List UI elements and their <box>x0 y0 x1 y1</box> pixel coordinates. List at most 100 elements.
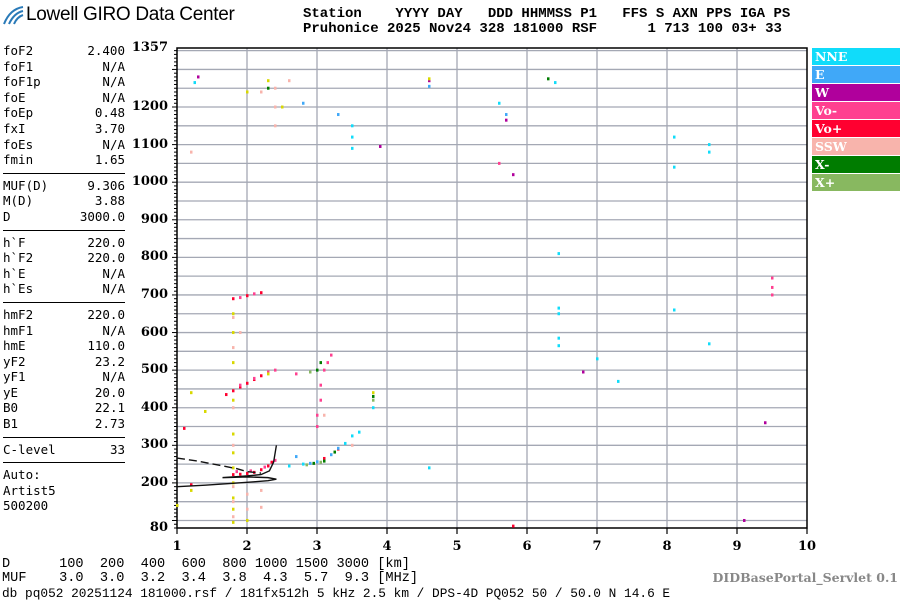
echo-point-x+ <box>305 463 308 467</box>
echo-point-e <box>330 453 333 457</box>
echo-point-ssw <box>232 500 235 504</box>
header-labels: Station YYYY DAY DDD HHMMSS P1 FFS S AXN… <box>303 6 791 22</box>
echo-point-nne <box>351 434 354 438</box>
param-row: foF2 2.400 <box>3 43 125 59</box>
param-row: hmE 110.0 <box>3 338 125 354</box>
echo-point-nne <box>557 336 560 340</box>
brand-name: Lowell GIRO Data Center <box>26 4 235 25</box>
echo-point-vo- <box>274 458 277 462</box>
y-tick-label: 80 <box>149 520 168 535</box>
param-value: N/A <box>102 58 125 74</box>
param-name: 500200 <box>3 498 49 514</box>
echo-point-vo+ <box>190 483 193 487</box>
echo-point-ssw <box>246 507 249 511</box>
echo-point-vo+ <box>239 385 242 389</box>
echo-point <box>232 520 235 524</box>
echo-point-w <box>512 173 515 177</box>
echo-point-vo+ <box>270 460 273 464</box>
param-name: hmE <box>3 338 26 354</box>
param-value: 9.306 <box>87 177 125 193</box>
legend-item-x+: X+ <box>812 174 900 191</box>
echo-point <box>246 518 249 522</box>
echo-point-vo- <box>253 292 256 296</box>
param-value: N/A <box>102 281 125 297</box>
echo-point-vo+ <box>239 472 242 476</box>
echo-point-nne <box>673 165 676 169</box>
echo-point-vo- <box>498 161 501 165</box>
param-value: 0.48 <box>94 105 125 121</box>
echo-point-vo+ <box>246 471 249 475</box>
echo-point-vo- <box>235 470 238 474</box>
param-row: h`Es N/A <box>3 281 125 297</box>
echo-point <box>204 409 207 413</box>
separator <box>3 462 125 464</box>
param-name: B1 <box>3 416 19 432</box>
echo-point-x+ <box>309 370 312 374</box>
echo-point-x- <box>333 450 336 454</box>
echo-point-e <box>505 113 508 117</box>
param-name: foF1p <box>3 74 41 90</box>
echo-point-nne <box>708 150 711 154</box>
echo-point-nne <box>302 462 305 466</box>
echo-point-nne <box>288 464 291 468</box>
echo-point-vo- <box>319 398 322 402</box>
echo-point <box>267 372 270 376</box>
param-name: hmF2 <box>3 306 34 322</box>
muf-row: MUF 3.0 3.0 3.2 3.4 3.8 4.3 5.7 9.3 [MHz… <box>2 571 419 586</box>
x-tick-label: 1 <box>172 539 182 554</box>
param-row: foEs N/A <box>3 137 125 153</box>
echo-point-vo+ <box>183 426 186 430</box>
logo-swoosh-icon <box>3 6 24 25</box>
echo-point-e <box>316 460 319 464</box>
x-tick-label: 2 <box>242 539 252 554</box>
echo-point <box>232 466 235 470</box>
echo-point-w <box>428 79 431 83</box>
echo-point-ssw <box>232 485 235 489</box>
param-name: foEs <box>3 136 34 152</box>
y-tick-label: 500 <box>140 362 168 378</box>
echo-point-w <box>743 518 746 522</box>
y-tick-label: 900 <box>140 211 168 227</box>
echo-point-w <box>582 370 585 374</box>
echo-point-ssw <box>239 331 242 335</box>
echo-point-nne <box>557 306 560 310</box>
echo-point <box>246 90 249 94</box>
model-profile-curve <box>176 445 278 488</box>
legend-item-nne: NNE <box>812 48 900 65</box>
echo-point <box>428 77 431 81</box>
echo-point-ssw <box>260 488 263 492</box>
param-value: N/A <box>102 322 125 338</box>
echo-point-vo+ <box>246 381 249 385</box>
y-tick-label: 1100 <box>131 136 168 152</box>
echo-point-vo- <box>295 372 298 376</box>
echo-point-nne <box>596 357 599 361</box>
param-name: hmF1 <box>3 322 34 338</box>
param-value: 33 <box>109 441 125 457</box>
echo-point-vo+ <box>260 374 263 378</box>
echo-point-nne <box>351 124 354 128</box>
param-name: B0 <box>3 400 19 416</box>
param-name: foE <box>3 89 26 105</box>
echo-point-e <box>309 461 312 465</box>
echo-point-w <box>505 118 508 122</box>
x-tick-label: 3 <box>312 539 322 554</box>
echo-point-vo- <box>274 368 277 372</box>
param-value: 110.0 <box>87 338 125 354</box>
x-tick-label: 8 <box>662 539 672 554</box>
echo-point-vo- <box>316 425 319 429</box>
param-row: foEp 0.48 <box>3 105 125 121</box>
header-values: Pruhonice 2025 Nov24 328 181000 RSF 1 71… <box>303 21 782 37</box>
echo-point <box>281 105 284 109</box>
param-value: 3.70 <box>94 120 125 136</box>
param-value: 3.88 <box>94 193 125 209</box>
param-name: foF2 <box>3 43 34 58</box>
echo-point-vo- <box>239 383 242 387</box>
param-row: fmin 1.65 <box>3 152 125 168</box>
param-name: yE <box>3 384 19 400</box>
echo-point-nne <box>557 252 560 256</box>
param-row: Artist5 <box>3 483 125 499</box>
echo-point-ssw <box>274 124 277 128</box>
echo-point <box>232 432 235 436</box>
echo-point-vo- <box>771 293 774 297</box>
echo-point-nne <box>498 101 501 105</box>
